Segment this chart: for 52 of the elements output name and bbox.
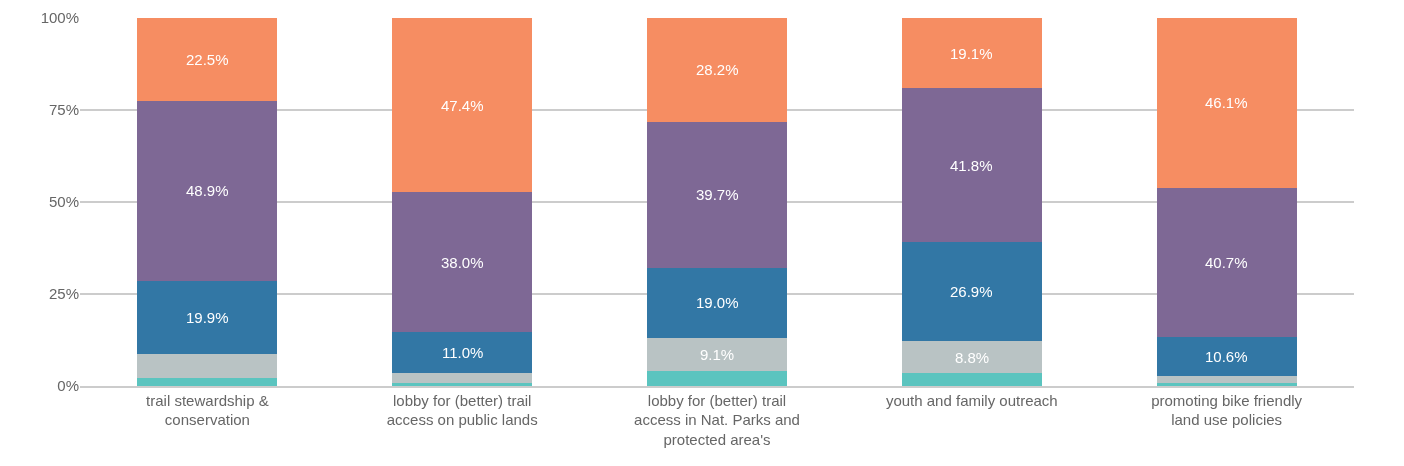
data-label: 19.1% [950, 45, 993, 62]
bar [646, 267, 788, 338]
x-tick-label: promoting bike friendly land use policies [1151, 391, 1303, 429]
data-label: 10.6% [1205, 348, 1248, 365]
bar [901, 18, 1042, 89]
bar [646, 18, 788, 122]
bar [646, 337, 788, 372]
bar [392, 383, 533, 386]
data-label: 41.8% [950, 157, 993, 174]
bar [901, 88, 1042, 243]
bar [901, 373, 1042, 386]
data-label: 8.8% [955, 349, 990, 366]
bar [1156, 376, 1297, 384]
data-label: 46.1% [1205, 94, 1248, 111]
bar [137, 18, 278, 101]
bar [646, 121, 788, 268]
bar [901, 341, 1042, 374]
data-label: 40.7% [1205, 254, 1248, 271]
data-label: 19.0% [696, 294, 739, 311]
y-tick-label: 75% [48, 101, 79, 119]
x-tick-label: youth and family outreach [885, 391, 1058, 409]
y-tick-label: 100% [40, 9, 79, 27]
bar [137, 378, 278, 386]
y-tick-label: 50% [48, 193, 79, 211]
data-label: 39.7% [696, 186, 739, 203]
data-label: 11.0% [442, 344, 484, 361]
x-tick-label: trail stewardship & conservation [146, 391, 269, 429]
x-tick-label: lobby for (better) trail access on public lands [386, 391, 538, 429]
bar [137, 280, 278, 354]
data-label: 38.0% [441, 254, 484, 271]
bar [1156, 383, 1297, 386]
x-tick-label: lobby for (better) trail access in Nat. Parks and protected area's [634, 391, 800, 448]
data-label: 22.5% [186, 51, 229, 68]
y-tick-label: 0% [57, 377, 79, 395]
bar [392, 18, 533, 193]
data-label: 19.9% [186, 309, 229, 326]
data-label: 26.9% [950, 283, 993, 300]
bar [1156, 187, 1297, 338]
data-label: 47.4% [441, 97, 484, 114]
bar [901, 242, 1042, 342]
bar [392, 192, 533, 333]
y-tick-label: 25% [48, 285, 79, 303]
data-label: 9.1% [700, 346, 735, 363]
bar [137, 353, 278, 379]
data-label: 48.9% [186, 182, 229, 199]
bar [1156, 18, 1297, 188]
bar [392, 372, 533, 384]
bar [392, 332, 533, 373]
bar [1156, 337, 1297, 377]
bar [646, 371, 788, 386]
bar [137, 100, 278, 281]
data-label: 28.2% [696, 61, 739, 78]
